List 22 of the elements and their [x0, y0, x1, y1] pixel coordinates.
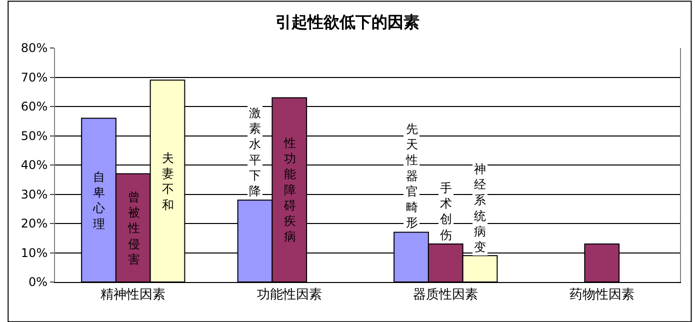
- y-tick-label: 0%: [28, 275, 48, 290]
- y-tick-label: 50%: [20, 128, 48, 143]
- x-tick-label: 器质性因素: [413, 288, 478, 303]
- x-tick-label: 药物性因素: [569, 288, 634, 303]
- x-tick-label: 精神性因素: [100, 288, 166, 303]
- y-tick-label: 70%: [20, 70, 48, 84]
- chart-title: 引起性欲低下的因素: [276, 12, 420, 32]
- data-label: 自卑心理: [92, 170, 105, 231]
- y-tick-label: 20%: [20, 216, 48, 231]
- x-tick-label: 功能性因素: [256, 288, 322, 303]
- data-label: 夫妻不和: [162, 151, 174, 212]
- data-label: 性功能障碍疾病: [283, 136, 296, 244]
- data-label: 曾被性侵害: [127, 190, 140, 266]
- data-label: 激素水平下降: [249, 106, 261, 198]
- y-tick-label: 80%: [20, 41, 48, 56]
- y-tick-label: 40%: [20, 158, 48, 172]
- y-tick-label: 60%: [20, 100, 48, 114]
- y-tick-label: 10%: [20, 246, 48, 260]
- data-label: 手术创伤: [440, 181, 452, 242]
- data-label: 神经系统病变: [474, 162, 486, 254]
- y-tick-label: 30%: [20, 187, 48, 202]
- data-label: 先天性器官畸形: [405, 122, 418, 230]
